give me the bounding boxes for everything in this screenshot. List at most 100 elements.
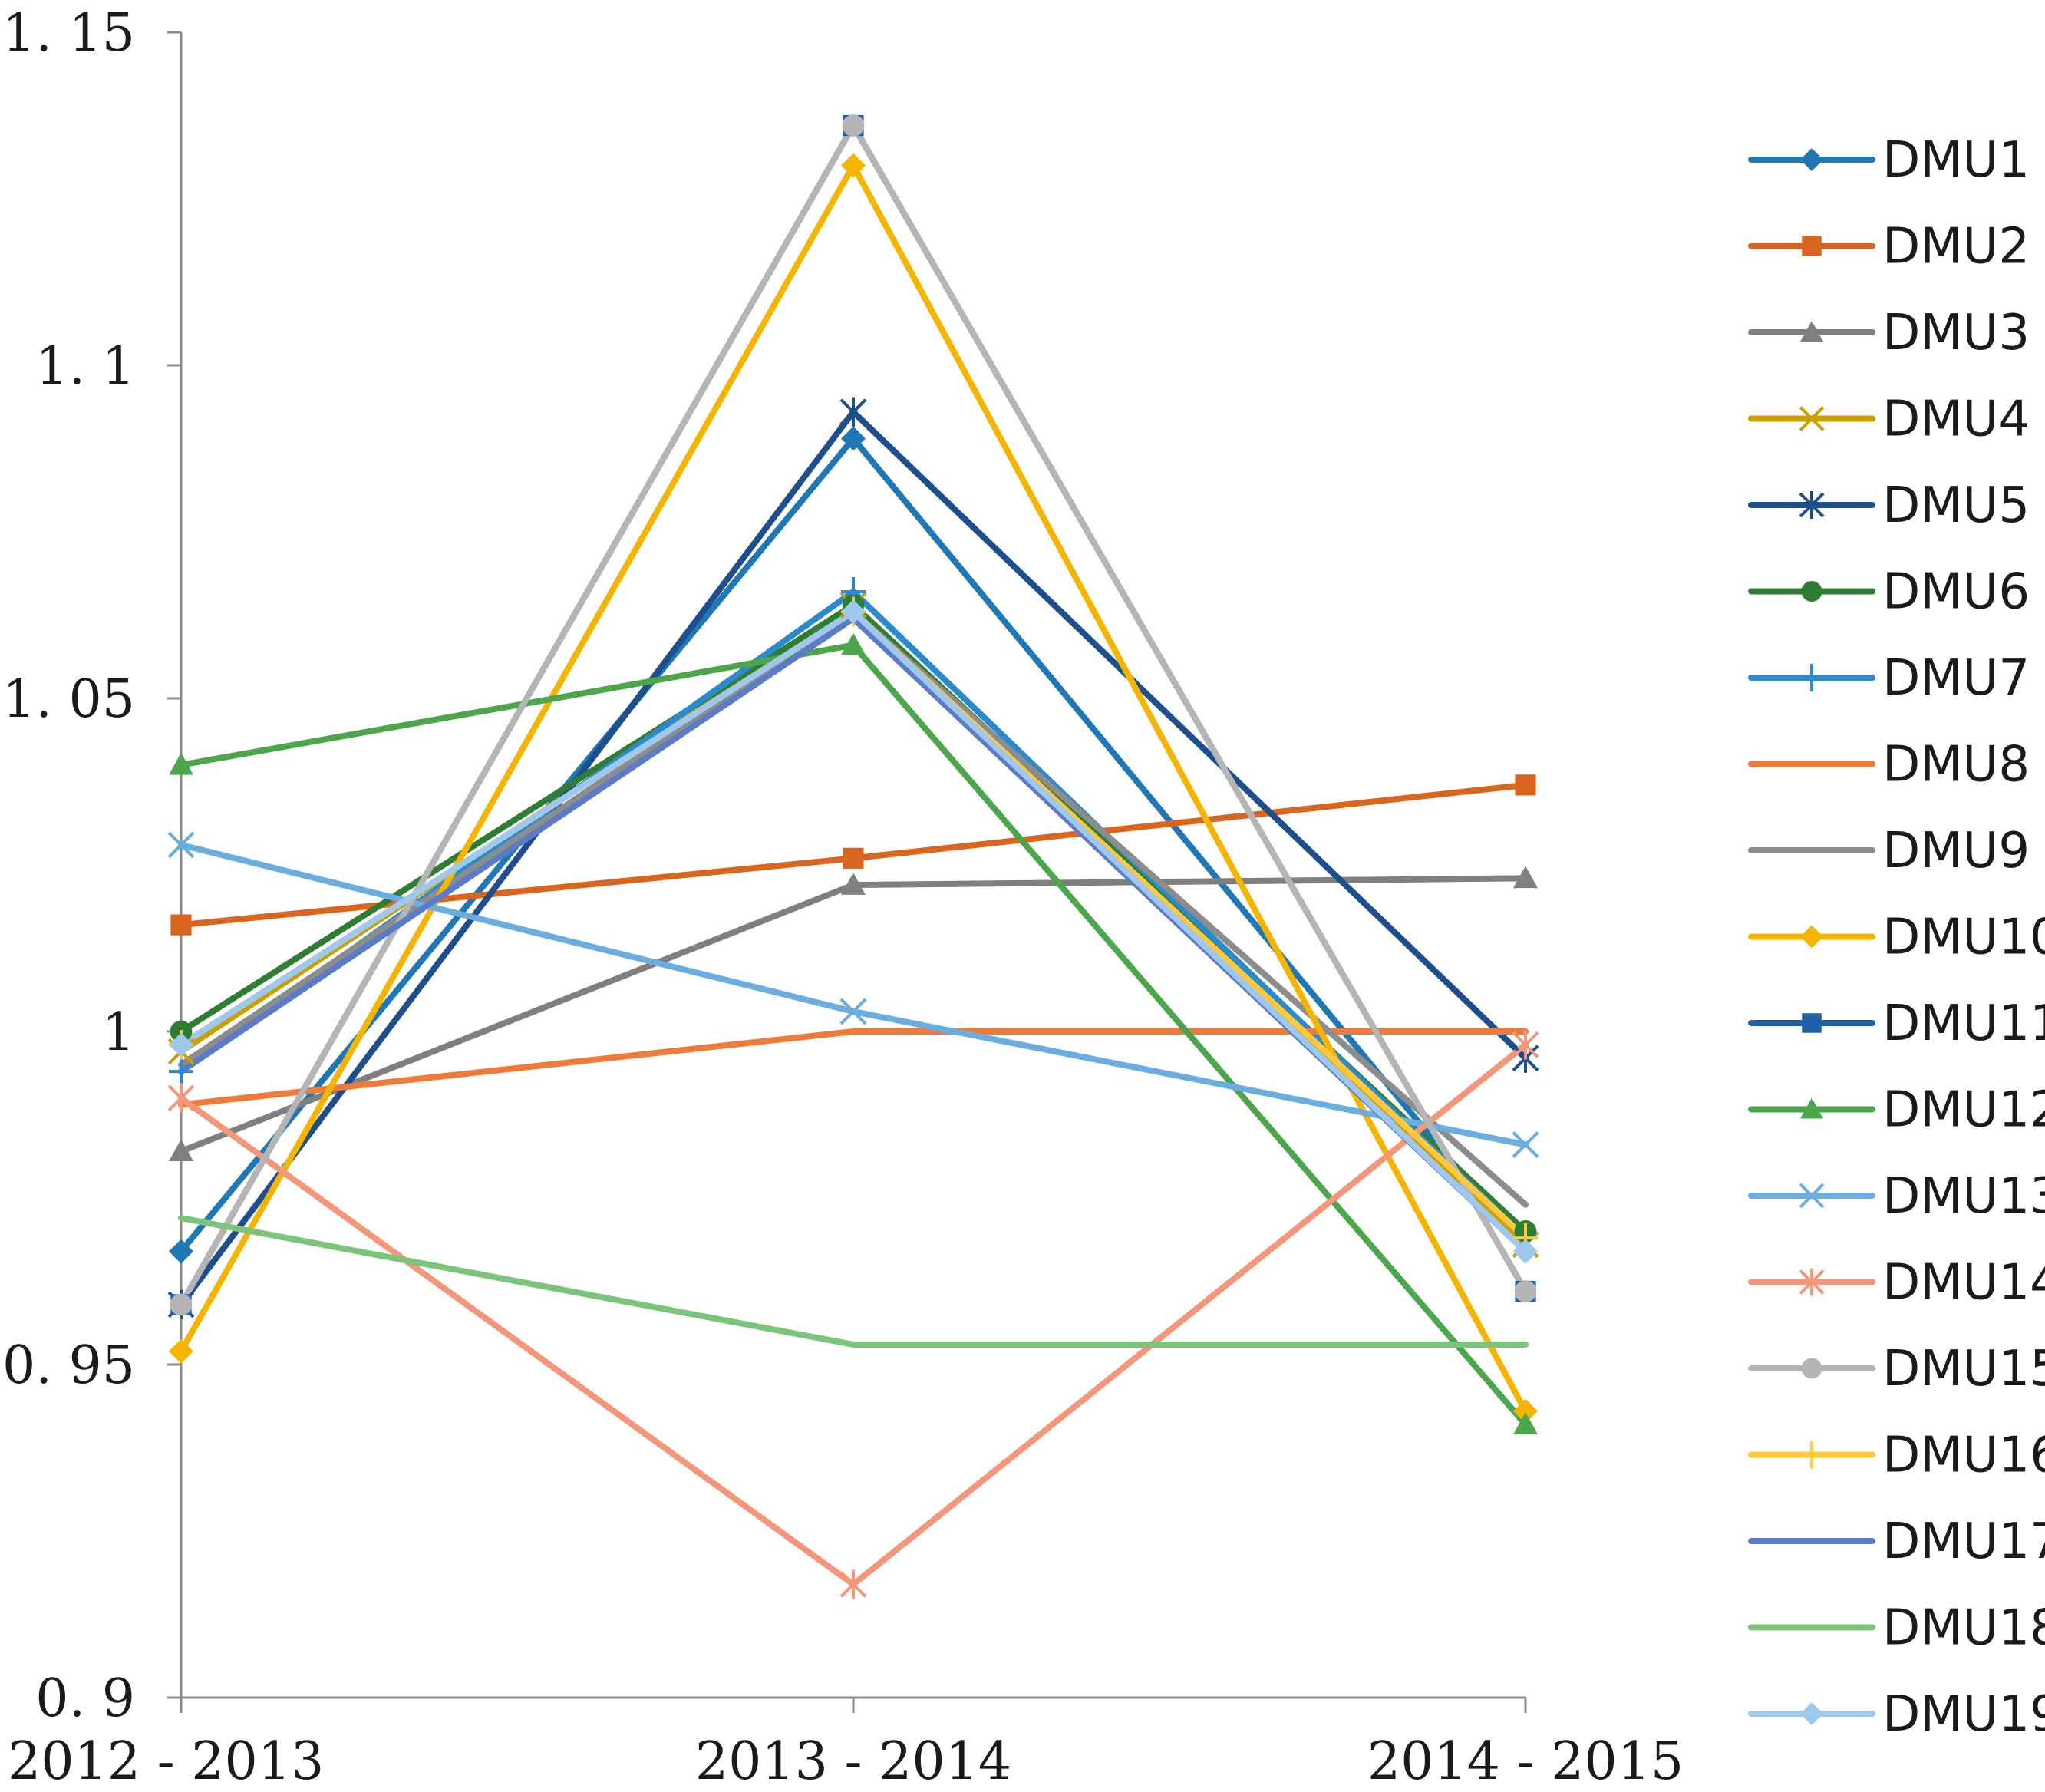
legend-item-dmu1: DMU1 bbox=[1748, 132, 2030, 189]
legend-label: DMU19 bbox=[1882, 1686, 2045, 1743]
data-point-dmu1 bbox=[169, 1239, 193, 1264]
data-point-dmu5 bbox=[839, 397, 867, 427]
legend-item-dmu6: DMU6 bbox=[1748, 564, 2030, 621]
series-line-dmu18 bbox=[178, 1215, 1529, 1348]
legend-marker bbox=[1802, 1013, 1822, 1033]
data-point-dmu3 bbox=[1513, 866, 1538, 889]
legend-item-dmu4: DMU4 bbox=[1748, 391, 2030, 448]
legend-marker bbox=[1800, 1702, 1823, 1725]
legend-item-dmu19: DMU19 bbox=[1748, 1686, 2045, 1743]
y-tick-label: 0. 95 bbox=[2, 1335, 135, 1396]
legend-label: DMU5 bbox=[1882, 477, 2030, 534]
legend-label: DMU16 bbox=[1882, 1427, 2045, 1484]
data-point-dmu12 bbox=[169, 752, 193, 775]
series-markers bbox=[167, 114, 1539, 1599]
data-point-dmu15 bbox=[170, 1293, 193, 1316]
series-line-dmu10 bbox=[178, 162, 1529, 1414]
legend-item-dmu13: DMU13 bbox=[1748, 1168, 2045, 1225]
legend-item-dmu8: DMU8 bbox=[1748, 737, 2030, 794]
data-point-dmu14 bbox=[1512, 1030, 1539, 1060]
data-point-dmu15 bbox=[1514, 1280, 1537, 1302]
legend-marker bbox=[1800, 664, 1823, 691]
data-point-dmu13 bbox=[167, 831, 195, 859]
legend-marker bbox=[1799, 491, 1825, 519]
legend-item-dmu5: DMU5 bbox=[1748, 477, 2030, 534]
data-point-dmu10 bbox=[841, 153, 866, 178]
series-line-dmu14 bbox=[178, 1041, 1529, 1588]
series-line-dmu1 bbox=[178, 435, 1529, 1255]
x-tick-label: 2014 - 2015 bbox=[1367, 1731, 1684, 1792]
legend-item-dmu9: DMU9 bbox=[1748, 823, 2030, 879]
legend-marker bbox=[1800, 1097, 1823, 1119]
data-point-dmu2 bbox=[1515, 774, 1536, 796]
legend-label: DMU11 bbox=[1882, 995, 2045, 1052]
data-point-dmu3 bbox=[169, 1139, 193, 1162]
x-tick-label: 2013 - 2014 bbox=[695, 1731, 1011, 1792]
data-point-dmu13 bbox=[839, 998, 867, 1025]
y-tick-label: 1 bbox=[102, 1002, 135, 1063]
data-point-dmu10 bbox=[1513, 1398, 1538, 1424]
data-point-dmu19 bbox=[169, 1032, 193, 1058]
legend-label: DMU12 bbox=[1882, 1082, 2045, 1139]
data-point-dmu7 bbox=[169, 1056, 193, 1087]
legend-label: DMU7 bbox=[1882, 650, 2030, 707]
data-point-dmu3 bbox=[841, 873, 866, 895]
legend-label: DMU8 bbox=[1882, 737, 2030, 794]
data-point-dmu12 bbox=[841, 632, 866, 655]
data-point-dmu10 bbox=[169, 1338, 193, 1364]
legend-item-dmu11: DMU11 bbox=[1748, 995, 2045, 1052]
legend-label: DMU10 bbox=[1882, 909, 2045, 966]
legend-marker bbox=[1799, 1183, 1825, 1209]
legend-marker bbox=[1801, 1358, 1822, 1379]
legend-label: DMU2 bbox=[1882, 219, 2030, 276]
data-point-dmu19 bbox=[1513, 1239, 1538, 1264]
data-point-dmu1 bbox=[841, 426, 866, 451]
legend-item-dmu17: DMU17 bbox=[1748, 1513, 2045, 1570]
axes: 0. 9 0. 95 1 1. 05 1. 1 1. 15 2012 - 2013 2013 … bbox=[2, 3, 1684, 1792]
data-point-dmu15 bbox=[842, 114, 865, 137]
series-line-dmu9 bbox=[178, 609, 1529, 1208]
legend-label: DMU3 bbox=[1882, 305, 2030, 361]
legend-item-dmu10: DMU10 bbox=[1748, 909, 2045, 966]
series-line-dmu15 bbox=[178, 122, 1529, 1308]
legend-item-dmu3: DMU3 bbox=[1748, 305, 2030, 361]
legend-item-dmu16: DMU16 bbox=[1748, 1427, 2045, 1484]
data-point-dmu14 bbox=[167, 1083, 195, 1113]
series-line-dmu17 bbox=[178, 615, 1529, 1255]
legend-marker bbox=[1799, 406, 1825, 431]
legend-item-dmu2: DMU2 bbox=[1748, 219, 2030, 276]
data-point-dmu13 bbox=[1512, 1131, 1539, 1158]
legend-marker bbox=[1800, 1441, 1823, 1469]
legend-label: DMU9 bbox=[1882, 823, 2030, 879]
legend-label: DMU4 bbox=[1882, 391, 2030, 448]
data-point-dmu14 bbox=[839, 1569, 867, 1599]
legend-label: DMU1 bbox=[1882, 132, 2030, 189]
legend-item-dmu7: DMU7 bbox=[1748, 650, 2030, 707]
legend-marker bbox=[1802, 236, 1822, 256]
legend-marker bbox=[1800, 925, 1823, 949]
legend-marker bbox=[1800, 148, 1823, 171]
legend-marker bbox=[1800, 321, 1823, 342]
legend-label: DMU13 bbox=[1882, 1168, 2045, 1225]
legend-item-dmu12: DMU12 bbox=[1748, 1082, 2045, 1139]
y-tick-label: 1. 1 bbox=[35, 336, 135, 397]
legend-label: DMU17 bbox=[1882, 1513, 2045, 1570]
data-point-dmu2 bbox=[170, 914, 192, 936]
data-point-dmu12 bbox=[1513, 1412, 1538, 1434]
y-tick-label: 1. 15 bbox=[2, 3, 135, 64]
y-tick-label: 0. 9 bbox=[35, 1668, 135, 1729]
legend-marker bbox=[1799, 1268, 1825, 1296]
legend-label: DMU6 bbox=[1882, 564, 2030, 621]
legend-label: DMU14 bbox=[1882, 1255, 2045, 1312]
legend: DMU1 DMU2 DMU3 DMU4 DMU5 DMU6 DMU7 DMU8 DMU9 DMU1… bbox=[1748, 132, 2045, 1743]
y-tick-label: 1. 05 bbox=[2, 669, 135, 730]
series-line-dmu11 bbox=[178, 122, 1529, 1308]
data-point-dmu2 bbox=[843, 847, 864, 869]
legend-item-dmu15: DMU15 bbox=[1748, 1341, 2045, 1398]
legend-label: DMU15 bbox=[1882, 1341, 2045, 1398]
legend-item-dmu18: DMU18 bbox=[1748, 1600, 2045, 1657]
x-tick-label: 2012 - 2013 bbox=[8, 1731, 324, 1792]
legend-marker bbox=[1801, 581, 1822, 602]
legend-label: DMU18 bbox=[1882, 1600, 2045, 1657]
